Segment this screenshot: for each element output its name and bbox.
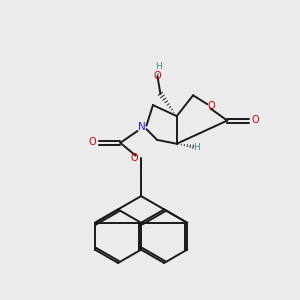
Text: H: H bbox=[154, 62, 161, 71]
Text: O: O bbox=[207, 101, 215, 111]
Text: N: N bbox=[138, 122, 146, 132]
Text: H: H bbox=[194, 143, 200, 152]
Text: O: O bbox=[251, 115, 259, 125]
Text: .: . bbox=[155, 64, 160, 78]
Text: O: O bbox=[131, 153, 138, 163]
Text: O: O bbox=[88, 137, 96, 147]
Text: O: O bbox=[153, 71, 160, 81]
